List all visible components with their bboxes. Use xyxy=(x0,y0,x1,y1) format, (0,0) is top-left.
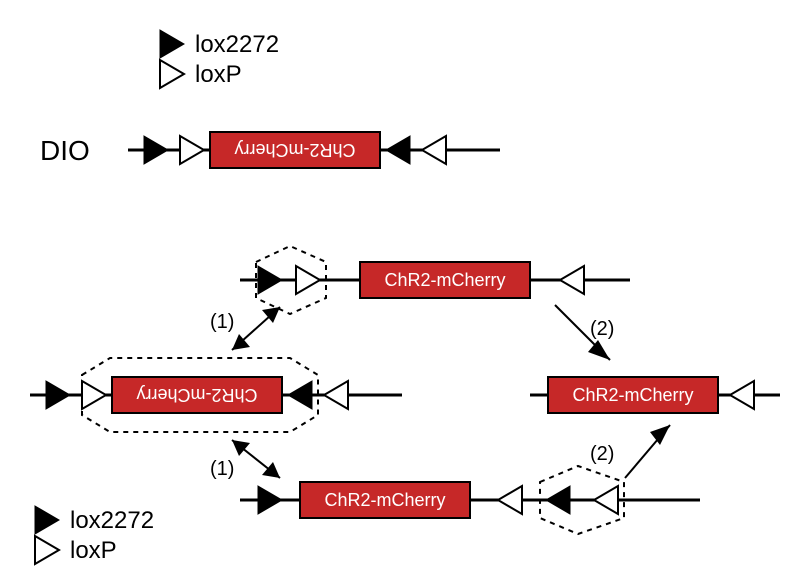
arrow-step2-top: (2) xyxy=(555,305,614,360)
step-label: (2) xyxy=(590,318,614,340)
construct-final: ChR2-mCherry xyxy=(530,377,780,413)
lox2272-icon xyxy=(288,381,312,409)
step-label: (1) xyxy=(210,458,234,480)
arrow-step1-top: (1) xyxy=(210,307,280,350)
lox2272-icon xyxy=(35,506,59,534)
legend-item-label: loxP xyxy=(70,537,117,564)
loxP-icon xyxy=(160,60,184,88)
lox2272-icon xyxy=(46,381,70,409)
loxP-icon xyxy=(82,381,106,409)
loxP-icon xyxy=(498,486,522,514)
construct-bottom-right: ChR2-mCherry xyxy=(240,466,700,534)
arrow-step1-bottom: (1) xyxy=(210,440,280,480)
dio-label: DIO xyxy=(40,135,90,166)
legend-item-label: loxP xyxy=(195,61,242,88)
lox2272-icon xyxy=(160,30,184,58)
dio-diagram: lox2272 loxP DIO ChR2-mCherry ChR2-mCher… xyxy=(0,0,800,572)
arrow-step2-bottom: (2) xyxy=(590,425,670,478)
lox2272-icon xyxy=(386,136,410,164)
loxP-icon xyxy=(324,381,348,409)
loxP-icon xyxy=(730,381,754,409)
gene-label: ChR2-mCherry xyxy=(572,385,693,405)
legend-bottom: lox2272 loxP xyxy=(35,506,154,564)
legend-item-label: lox2272 xyxy=(195,31,279,58)
lox2272-icon xyxy=(258,266,282,294)
loxP-icon xyxy=(296,266,320,294)
gene-label-inverted: ChR2-mCherry xyxy=(136,385,257,405)
loxP-icon xyxy=(180,136,204,164)
lox2272-icon xyxy=(258,486,282,514)
step-label: (1) xyxy=(210,311,234,333)
construct-mid-left: ChR2-mCherry xyxy=(30,358,402,432)
gene-label-inverted: ChR2-mCherry xyxy=(234,140,355,160)
lox2272-icon xyxy=(546,486,570,514)
loxP-icon xyxy=(560,266,584,294)
legend-item-label: lox2272 xyxy=(70,507,154,534)
construct-top-right: ChR2-mCherry xyxy=(240,246,630,314)
loxP-icon xyxy=(594,486,618,514)
loxP-icon xyxy=(422,136,446,164)
gene-label: ChR2-mCherry xyxy=(324,490,445,510)
loxP-icon xyxy=(35,536,59,564)
step-label: (2) xyxy=(590,443,614,465)
gene-label: ChR2-mCherry xyxy=(384,270,505,290)
lox2272-icon xyxy=(144,136,168,164)
construct-dio: ChR2-mCherry xyxy=(128,132,500,168)
legend-top: lox2272 loxP xyxy=(160,30,279,88)
